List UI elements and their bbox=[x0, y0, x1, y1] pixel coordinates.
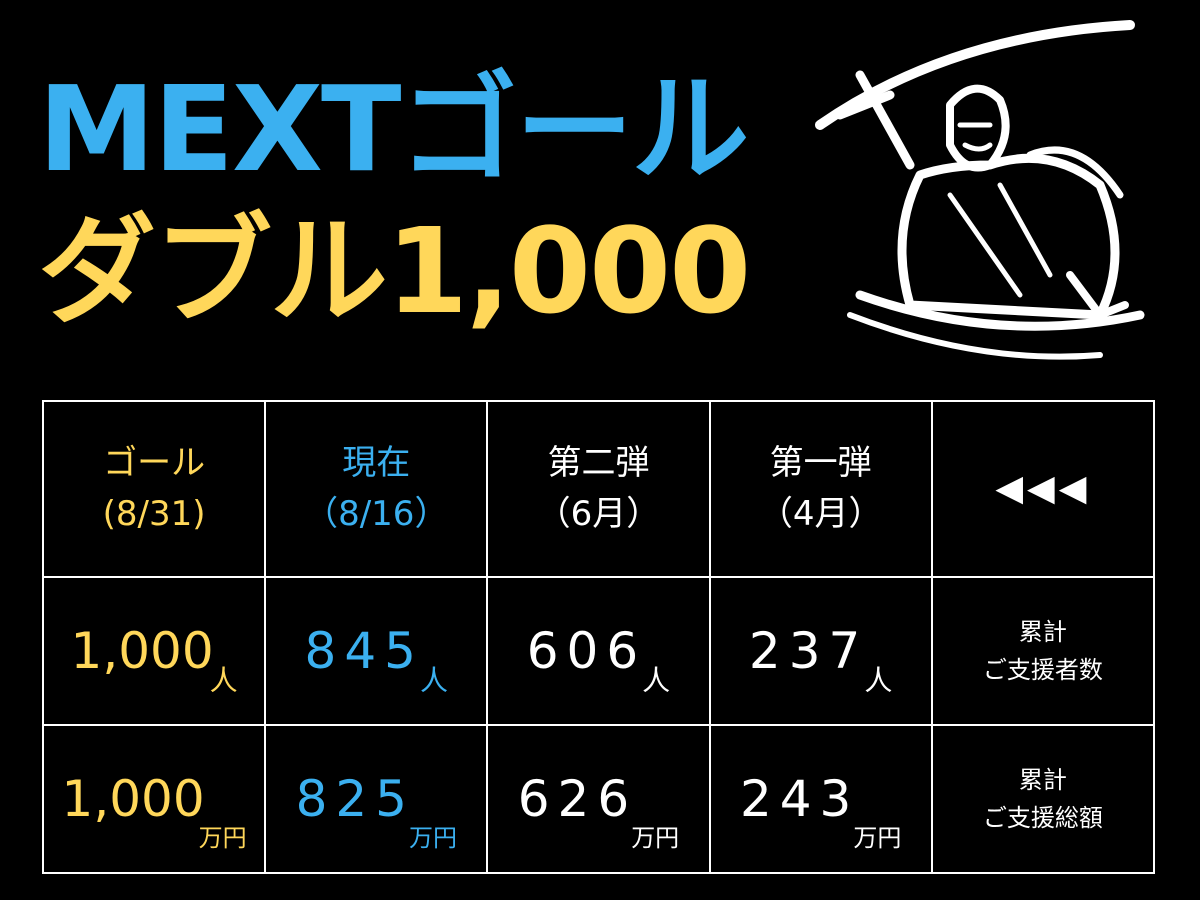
label: ご支援者数 bbox=[982, 656, 1103, 684]
title-line-2: ダブル1,000 bbox=[38, 202, 751, 340]
unit: 人 bbox=[419, 664, 448, 697]
unit: 万円 bbox=[853, 824, 902, 852]
unit: 人 bbox=[642, 664, 671, 697]
header-date: （6月） bbox=[536, 494, 661, 534]
header-label: 現在 bbox=[342, 443, 411, 483]
header-label: 第二弾 bbox=[547, 443, 650, 483]
table-row-amount: 1,000万円 825万円 626万円 243万円 累計 ご支援総額 bbox=[41, 724, 1156, 874]
unit: 万円 bbox=[631, 824, 680, 852]
header-second: 第二弾 （6月） bbox=[486, 400, 711, 578]
value: 1,000 bbox=[61, 770, 205, 828]
title-line-1: MEXTゴール bbox=[38, 60, 749, 198]
row-label: 累計 ご支援者数 bbox=[930, 576, 1156, 726]
value: 237 bbox=[748, 622, 869, 680]
cell-goal: 1,000万円 bbox=[41, 724, 267, 874]
header-goal: ゴール (8/31) bbox=[41, 400, 267, 578]
value: 606 bbox=[526, 622, 647, 680]
value: 825 bbox=[295, 770, 415, 828]
header-arrows: ◀◀◀ bbox=[930, 400, 1156, 578]
header-date: （4月） bbox=[758, 494, 883, 534]
unit: 万円 bbox=[409, 824, 457, 852]
cell-goal: 1,000人 bbox=[41, 576, 267, 726]
cell-second: 626万円 bbox=[486, 724, 711, 874]
label: ご支援総額 bbox=[982, 804, 1103, 832]
value: 626 bbox=[517, 770, 638, 828]
value: 1,000 bbox=[70, 622, 214, 680]
label: 累計 bbox=[1018, 765, 1067, 794]
table-row-supporters: 1,000人 845人 606人 237人 累計 ご支援者数 bbox=[41, 576, 1156, 726]
header-current: 現在 （8/16） bbox=[264, 400, 489, 578]
header-label: 第一弾 bbox=[769, 443, 872, 483]
header-date: （8/16） bbox=[304, 494, 449, 534]
row-label: 累計 ご支援総額 bbox=[930, 724, 1156, 874]
cell-first: 237人 bbox=[708, 576, 933, 726]
cell-current: 825万円 bbox=[264, 724, 489, 874]
cell-second: 606人 bbox=[486, 576, 711, 726]
triple-left-arrow-icon: ◀◀◀ bbox=[995, 468, 1091, 509]
value: 845 bbox=[304, 622, 424, 680]
header-row: ゴール (8/31) 現在 （8/16） 第二弾 （6月） 第一弾 （4月） ◀◀◀ bbox=[41, 400, 1156, 578]
value: 243 bbox=[739, 770, 860, 828]
header-label: ゴール bbox=[103, 443, 206, 483]
header-first: 第一弾 （4月） bbox=[708, 400, 933, 578]
cell-first: 243万円 bbox=[708, 724, 933, 874]
unit: 万円 bbox=[198, 824, 247, 852]
header-date: (8/31) bbox=[102, 494, 206, 534]
samurai-illustration bbox=[815, 20, 1145, 360]
unit: 人 bbox=[864, 664, 893, 697]
unit: 人 bbox=[209, 664, 238, 697]
progress-table: ゴール (8/31) 現在 （8/16） 第二弾 （6月） 第一弾 （4月） ◀◀◀ 1… bbox=[41, 400, 1156, 874]
label: 累計 bbox=[1018, 617, 1067, 646]
cell-current: 845人 bbox=[264, 576, 489, 726]
